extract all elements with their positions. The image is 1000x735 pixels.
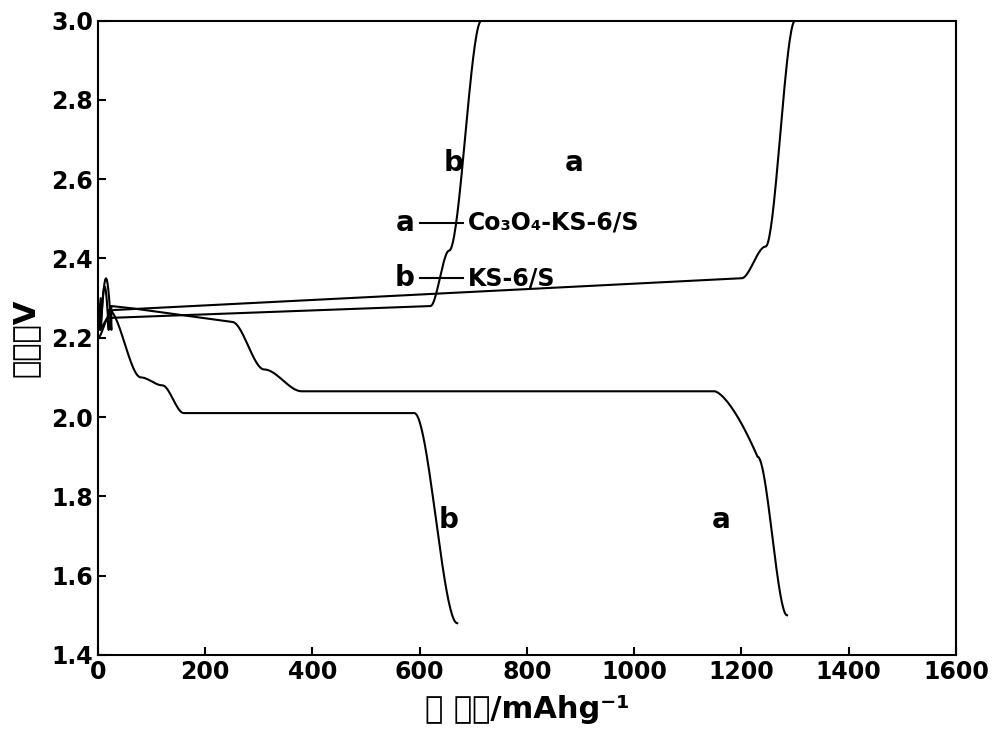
Text: KS-6/S: KS-6/S	[468, 266, 555, 290]
Text: a: a	[564, 149, 583, 177]
X-axis label: 比 容量/mAhg⁻¹: 比 容量/mAhg⁻¹	[425, 695, 629, 724]
Text: b: b	[438, 506, 458, 534]
Text: Co₃O₄-KS-6/S: Co₃O₄-KS-6/S	[468, 211, 639, 234]
Text: a: a	[396, 209, 414, 237]
Text: a: a	[712, 506, 731, 534]
Text: b: b	[394, 265, 414, 293]
Text: b: b	[444, 149, 464, 177]
Y-axis label: 电压／V: 电压／V	[11, 298, 40, 377]
